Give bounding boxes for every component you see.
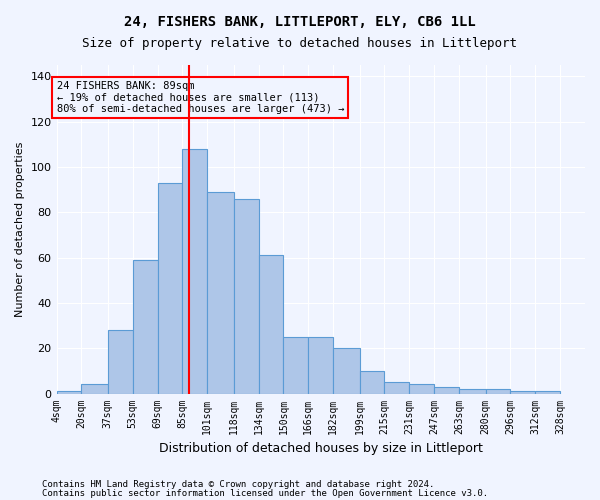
Text: Size of property relative to detached houses in Littleport: Size of property relative to detached ho… [83, 38, 517, 51]
Text: Contains public sector information licensed under the Open Government Licence v3: Contains public sector information licen… [42, 488, 488, 498]
Bar [333, 348, 359, 394]
Bar [234, 198, 259, 394]
Bar [82, 384, 108, 394]
Text: Contains HM Land Registry data © Crown copyright and database right 2024.: Contains HM Land Registry data © Crown c… [42, 480, 434, 489]
Bar [259, 256, 283, 394]
Bar [108, 330, 133, 394]
Bar [434, 387, 459, 394]
Bar [133, 260, 158, 394]
Bar [283, 337, 308, 394]
Text: 24 FISHERS BANK: 89sqm
← 19% of detached houses are smaller (113)
80% of semi-de: 24 FISHERS BANK: 89sqm ← 19% of detached… [56, 81, 344, 114]
Text: 24, FISHERS BANK, LITTLEPORT, ELY, CB6 1LL: 24, FISHERS BANK, LITTLEPORT, ELY, CB6 1… [124, 15, 476, 29]
X-axis label: Distribution of detached houses by size in Littleport: Distribution of detached houses by size … [159, 442, 483, 455]
Bar [158, 183, 182, 394]
Bar [182, 149, 208, 394]
Bar [511, 392, 535, 394]
Bar [459, 389, 485, 394]
Bar [485, 389, 511, 394]
Y-axis label: Number of detached properties: Number of detached properties [15, 142, 25, 317]
Bar [535, 392, 560, 394]
Bar [385, 382, 409, 394]
Bar [359, 371, 385, 394]
Bar [56, 392, 82, 394]
Bar [208, 192, 234, 394]
Bar [409, 384, 434, 394]
Bar [308, 337, 333, 394]
